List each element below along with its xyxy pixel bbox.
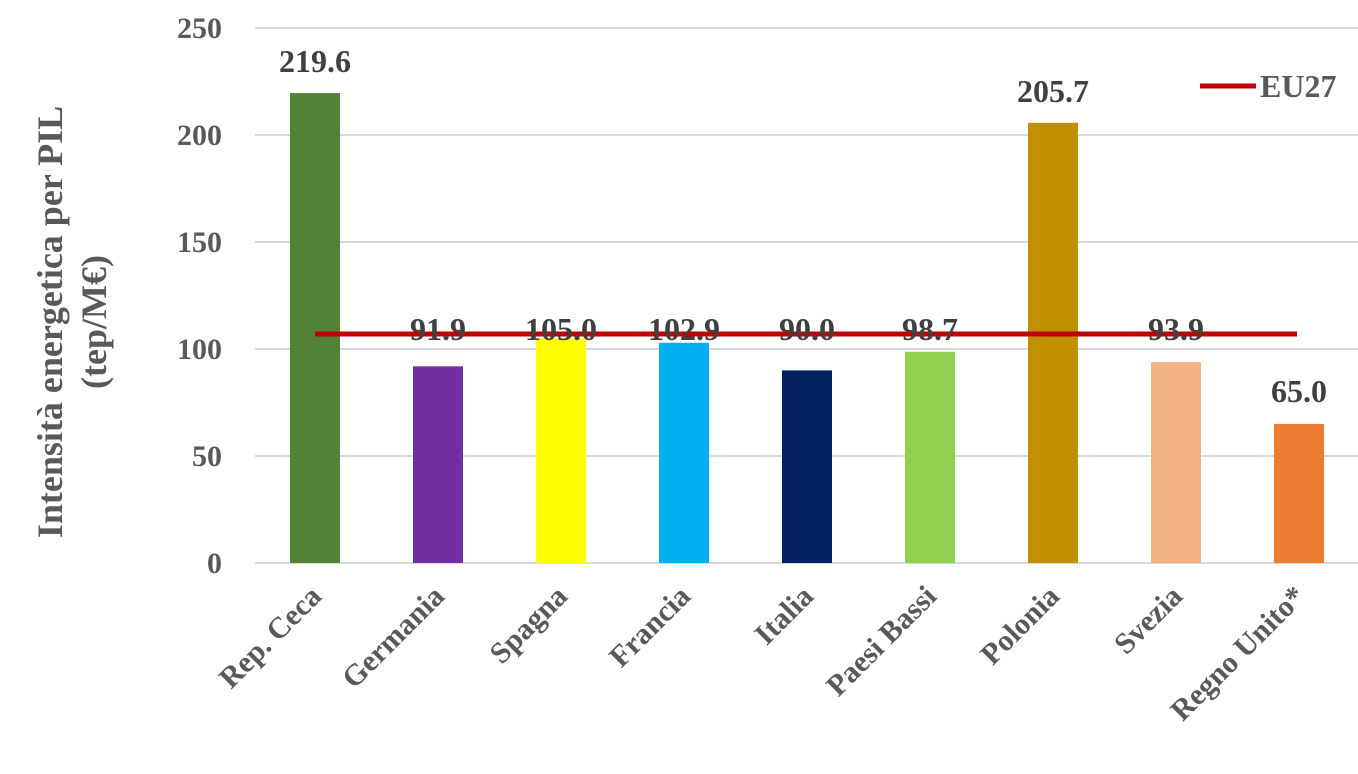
bar [1151, 362, 1201, 563]
data-label: 219.6 [279, 43, 351, 79]
bar [659, 342, 709, 563]
y-tick-label: 100 [177, 333, 222, 366]
data-label: 105.0 [525, 311, 597, 347]
x-axis-category-labels: Rep. Ceca Germania Spagna Francia Italia Paes… [213, 580, 1312, 728]
x-category-label: Polonia [974, 580, 1066, 672]
y-tick-label: 0 [207, 547, 222, 580]
data-labels: 219.6 91.9 105.0 102.9 90.0 98.7 205.7 93.9 65.0 [279, 43, 1327, 409]
x-category-label: Paesi Bassi [820, 580, 943, 703]
bar [782, 370, 832, 563]
bar [413, 366, 463, 563]
x-category-label: Spagna [483, 580, 574, 671]
data-label: 91.9 [410, 311, 466, 347]
y-tick-label: 200 [177, 119, 222, 152]
bar [536, 338, 586, 563]
x-category-label: Italia [748, 580, 820, 652]
x-category-label: Francia [603, 580, 697, 674]
data-label: 205.7 [1017, 73, 1089, 109]
legend: EU27 [1200, 68, 1336, 104]
bar [290, 93, 340, 563]
data-label: 98.7 [902, 311, 958, 347]
bar [1274, 423, 1324, 563]
x-category-label: Svezia [1108, 580, 1189, 661]
y-tick-label: 150 [177, 226, 222, 259]
legend-label-eu27: EU27 [1260, 68, 1336, 104]
y-tick-label: 250 [177, 12, 222, 45]
bars [290, 93, 1324, 563]
y-tick-label: 50 [192, 440, 222, 473]
data-label: 90.0 [779, 311, 835, 347]
y-axis-title-line: Intensità energetica per PIL [30, 106, 70, 538]
x-category-label: Rep. Ceca [213, 580, 328, 695]
bar [905, 351, 955, 563]
data-label: 93.9 [1148, 311, 1204, 347]
y-axis-title: Intensità energetica per PIL (tep/M€) [30, 106, 114, 538]
y-axis-tick-labels: 0 50 100 150 200 250 [177, 12, 222, 580]
y-axis-title-line: (tep/M€) [74, 255, 114, 389]
data-label: 65.0 [1271, 373, 1327, 409]
bar [1028, 122, 1078, 563]
data-label: 102.9 [648, 311, 720, 347]
x-category-label: Germania [336, 580, 451, 695]
